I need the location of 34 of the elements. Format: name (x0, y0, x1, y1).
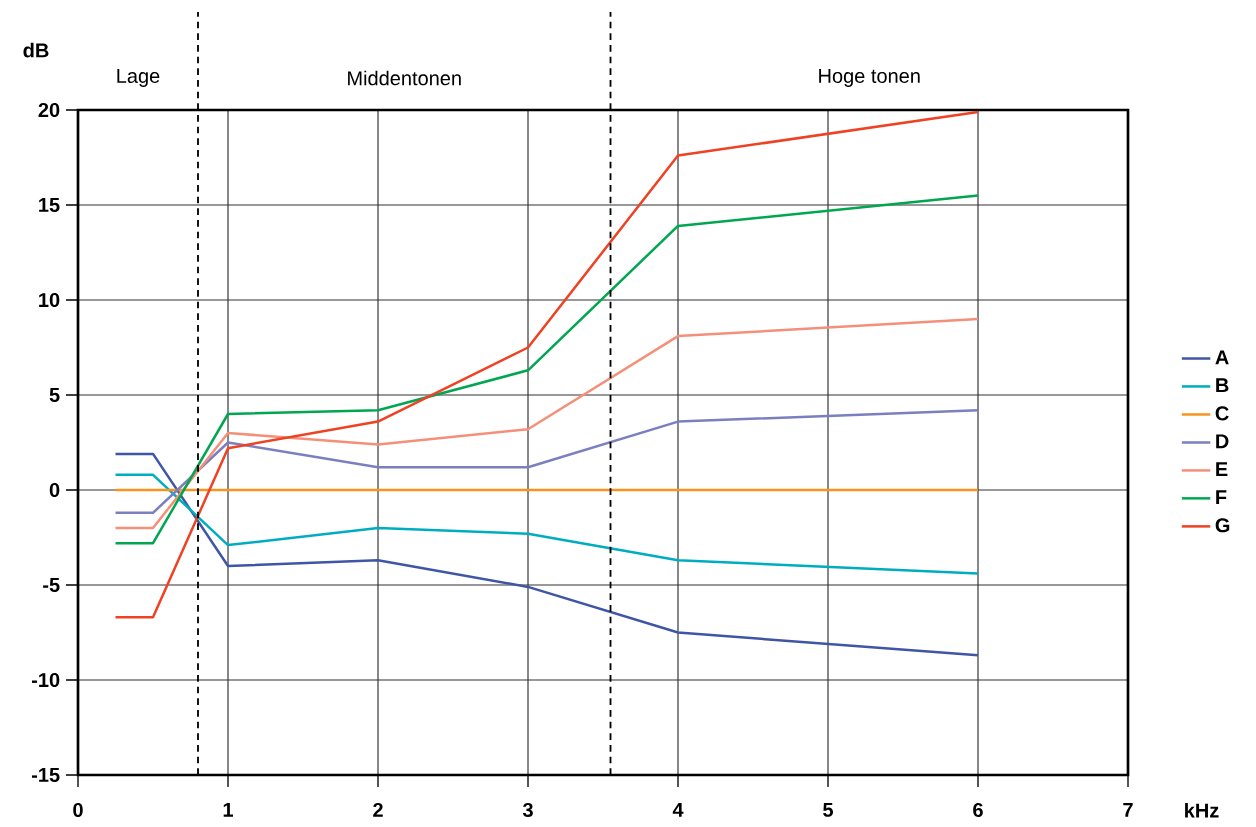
y-tick-label: 15 (39, 198, 60, 212)
y-tick-label: -15 (32, 768, 60, 782)
line-series (114, 317, 980, 530)
line-series (114, 408, 980, 515)
legend-label: D (1216, 434, 1229, 449)
text: Hoge tonen (819, 69, 920, 87)
y-tick-label: 10 (39, 292, 60, 308)
legend-label: B (1216, 378, 1229, 393)
y-tick-label: 20 (38, 102, 60, 118)
line-series (114, 194, 980, 545)
x-tick-label: 7 (1123, 802, 1133, 817)
y-tick-label: 5 (49, 388, 60, 402)
y-axis-title: dB (23, 42, 49, 58)
x-axis-title: kHz (1185, 802, 1219, 818)
legend-label: E (1216, 462, 1228, 477)
x-tick-label: 5 (823, 802, 834, 817)
line-series (114, 110, 980, 619)
x-tick-label: 1 (223, 802, 234, 817)
legend-label: F (1216, 490, 1227, 504)
y-tick-label: 0 (49, 482, 60, 498)
x-tick-label: 0 (73, 802, 83, 818)
x-tick-label: 2 (373, 802, 383, 817)
legend-label: C (1215, 406, 1229, 421)
x-tick-label: 3 (522, 802, 533, 818)
text: Middentonen (348, 70, 461, 86)
x-tick-label: 4 (672, 802, 684, 817)
legend-label: G (1215, 518, 1230, 533)
y-tick-label: -10 (32, 672, 60, 688)
x-tick-label: 6 (973, 802, 983, 818)
line-series (114, 473, 980, 575)
legend-label: A (1215, 350, 1229, 365)
text: Lage (117, 69, 160, 87)
y-tick-label: -5 (43, 578, 60, 592)
line-series (114, 452, 980, 657)
